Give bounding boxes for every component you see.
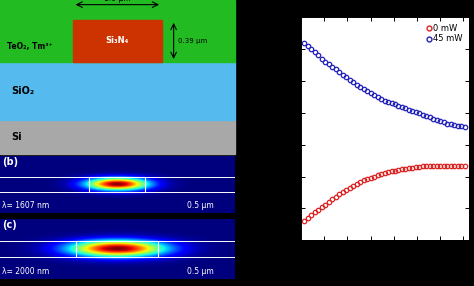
Text: (b): (b): [2, 157, 18, 167]
Bar: [73, 20, 162, 62]
Y-axis label: Internal net gain (dB): Internal net gain (dB): [267, 80, 276, 177]
Text: 1.0 μm: 1.0 μm: [104, 0, 131, 3]
X-axis label: Signal wavelength (nm): Signal wavelength (nm): [331, 257, 439, 266]
Bar: [89, 176, 146, 192]
Text: TeO₂, Tm³⁺: TeO₂, Tm³⁺: [7, 42, 53, 51]
Legend: 0 mW, 45 mW: 0 mW, 45 mW: [424, 21, 465, 46]
Text: λ= 2000 nm: λ= 2000 nm: [2, 267, 50, 276]
Text: Si: Si: [12, 132, 22, 142]
Bar: [0, 62, 235, 120]
Text: 0.5 μm: 0.5 μm: [187, 267, 214, 276]
Text: λ= 1607 nm: λ= 1607 nm: [2, 201, 50, 210]
Bar: [0, 120, 235, 154]
Text: 0.39 μm: 0.39 μm: [178, 38, 208, 44]
Text: (c): (c): [2, 220, 17, 230]
Bar: [76, 241, 158, 257]
Bar: [0, 0, 235, 62]
Text: 0.5 μm: 0.5 μm: [187, 201, 214, 210]
Text: Si₃N₄: Si₃N₄: [106, 36, 129, 45]
Text: SiO₂: SiO₂: [12, 86, 35, 96]
